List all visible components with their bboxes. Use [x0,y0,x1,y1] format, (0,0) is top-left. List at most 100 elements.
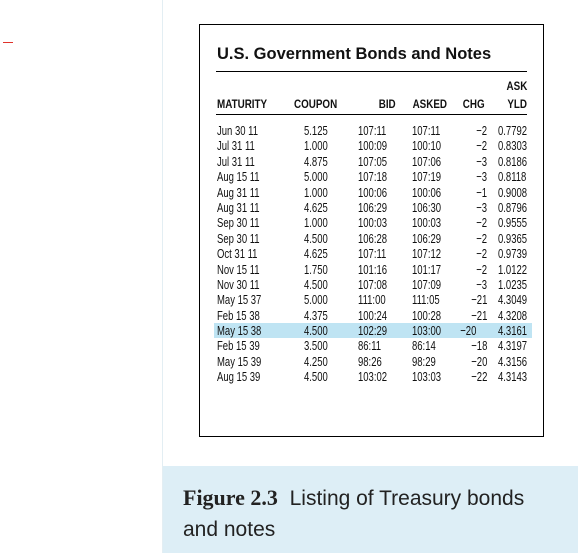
title-rule [216,71,527,72]
table-row: Nov 30 11 4.500 107:08 107:09 −3 1.0235 [200,277,543,292]
header-ask-yld-top: ASK [506,79,527,93]
table-row: Aug 15 39 4.500 103:02 103:03 −22 4.3143 [200,369,543,384]
cell-bid: 100:06 [358,184,388,200]
cell-asked: 103:00 [412,323,442,339]
cell-chg: −20 [470,353,487,369]
header-ask-yld-bottom: YLD [507,97,527,111]
cell-bid: 86:11 [358,338,382,354]
cell-coupon: 5.000 [304,169,328,185]
cell-bid: 100:09 [358,138,388,154]
cell-asked: 107:19 [412,169,442,185]
bond-listing-table: U.S. Government Bonds and Notes MATURITY… [199,24,544,437]
cell-ask-yld: 0.8118 [498,169,527,185]
cell-maturity: Aug 15 11 [217,169,260,185]
margin-mark [3,42,13,43]
cell-chg: −2 [476,123,487,138]
cell-asked: 86:14 [412,338,436,354]
cell-bid: 107:11 [358,246,387,262]
cell-ask-yld: 4.3049 [498,292,528,308]
cell-coupon: 5.000 [304,292,328,308]
cell-bid: 103:02 [358,369,388,385]
cell-chg: −21 [470,307,487,323]
table-row: Feb 15 39 3.500 86:11 86:14 −18 4.3197 [200,338,543,353]
figure-caption-box: Figure 2.3 Listing of Treasury bonds and… [163,466,578,553]
cell-asked: 107:12 [412,246,442,262]
cell-asked: 100:06 [412,184,442,200]
cell-coupon: 4.500 [304,276,328,292]
header-maturity: MATURITY [217,97,268,111]
cell-chg: −3 [476,169,487,185]
cell-maturity: Nov 15 11 [217,261,260,277]
cell-bid: 100:03 [358,215,388,231]
margin-divider [162,0,163,553]
cell-coupon: 4.250 [304,353,328,369]
cell-maturity: Oct 31 11 [217,246,258,262]
cell-coupon: 1.750 [304,261,328,277]
cell-coupon: 4.625 [304,199,328,215]
cell-ask-yld: 4.3156 [498,353,528,369]
cell-chg: −2 [476,261,487,277]
cell-coupon: 4.500 [304,230,328,246]
cell-maturity: Jul 31 11 [217,153,255,169]
cell-ask-yld: 0.9008 [498,184,528,200]
cell-maturity: Aug 15 39 [217,369,261,385]
cell-maturity: May 15 38 [217,323,262,339]
cell-asked: 107:06 [412,153,442,169]
header-rule [216,114,527,115]
table-row: Sep 30 11 4.500 106:28 106:29 −2 0.9365 [200,231,543,246]
cell-bid: 101:16 [358,261,388,277]
table-row: May 15 37 5.000 111:00 111:05 −21 4.3049 [200,292,543,307]
cell-asked: 100:28 [412,307,442,323]
cell-maturity: Jun 30 11 [217,123,259,138]
cell-bid: 107:18 [358,169,388,185]
cell-coupon: 1.000 [304,184,328,200]
cell-bid: 102:29 [358,323,388,339]
cell-ask-yld: 4.3143 [498,369,528,385]
cell-bid: 107:11 [358,123,387,138]
table-row: Jul 31 11 4.875 107:05 107:06 −3 0.8186 [200,154,543,169]
cell-coupon: 4.500 [304,369,328,385]
figure-caption-text: Listing of Treasury bonds and notes [183,487,525,541]
cell-bid: 106:28 [358,230,388,246]
cell-asked: 106:30 [412,199,442,215]
header-asked: ASKED [412,97,447,111]
table-row: Sep 30 11 1.000 100:03 100:03 −2 0.9555 [200,215,543,230]
table-body: Jun 30 11 5.125 107:11 107:11 −2 0.7792 Jul 31… [200,123,543,385]
cell-asked: 101:17 [412,261,442,277]
cell-asked: 107:09 [412,276,442,292]
cell-maturity: Feb 15 39 [217,338,260,354]
cell-chg: −1 [476,184,487,200]
cell-maturity: Sep 30 11 [217,230,260,246]
table-row: Nov 15 11 1.750 101:16 101:17 −2 1.0122 [200,262,543,277]
cell-ask-yld: 0.8796 [498,199,528,215]
cell-chg: −20 [459,323,476,339]
cell-chg: −21 [470,292,487,308]
cell-asked: 98:29 [412,353,436,369]
table-row: Feb 15 38 4.375 100:24 100:28 −21 4.3208 [200,308,543,323]
cell-chg: −2 [476,215,487,231]
table-row: Jun 30 11 5.125 107:11 107:11 −2 0.7792 [200,123,543,138]
cell-bid: 98:26 [358,353,382,369]
cell-chg: −2 [476,138,487,154]
figure-caption: Figure 2.3 Listing of Treasury bonds and… [183,482,563,545]
table-row: May 15 39 4.250 98:26 98:29 −20 4.3156 [200,354,543,369]
cell-coupon: 4.500 [304,323,328,339]
cell-ask-yld: 0.8303 [498,138,528,154]
cell-bid: 100:24 [358,307,388,323]
cell-chg: −2 [476,230,487,246]
table-title: U.S. Government Bonds and Notes [217,45,492,63]
cell-asked: 100:03 [412,215,442,231]
cell-bid: 106:29 [358,199,388,215]
header-coupon: COUPON [294,97,338,111]
cell-ask-yld: 0.9739 [498,246,528,262]
table-row: Aug 31 11 4.625 106:29 106:30 −3 0.8796 [200,200,543,215]
figure-label: Figure 2.3 [183,485,278,510]
cell-coupon: 1.000 [304,215,328,231]
cell-chg: −22 [470,369,487,385]
cell-asked: 111:05 [412,292,440,308]
cell-maturity: May 15 39 [217,353,262,369]
cell-ask-yld: 4.3197 [498,338,528,354]
cell-ask-yld: 0.7792 [498,123,528,138]
cell-bid: 111:00 [358,292,386,308]
cell-asked: 106:29 [412,230,442,246]
